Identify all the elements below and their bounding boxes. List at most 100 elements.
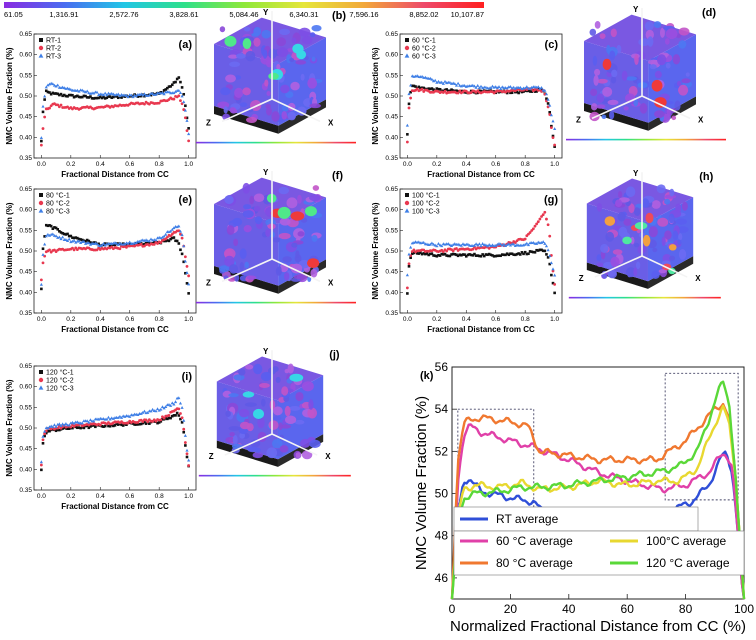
particle-highlight xyxy=(242,38,252,50)
data-point xyxy=(85,89,89,93)
data-point xyxy=(61,235,65,239)
x-tick-label: 0.2 xyxy=(432,316,441,323)
data-point xyxy=(436,242,441,245)
data-point xyxy=(514,253,517,257)
legend-label: 80 °C-1 xyxy=(46,192,70,200)
axis-label-z: Z xyxy=(206,119,211,128)
data-point xyxy=(87,241,91,245)
legend-box xyxy=(453,506,699,532)
legend-marker xyxy=(38,200,44,206)
data-point xyxy=(428,76,432,80)
data-point xyxy=(157,408,161,412)
particle xyxy=(285,91,294,98)
data-point xyxy=(484,253,488,256)
data-point xyxy=(48,106,51,110)
data-point xyxy=(64,233,68,236)
data-point xyxy=(440,80,444,84)
particle xyxy=(677,239,682,245)
particle xyxy=(246,275,257,280)
data-point xyxy=(51,227,55,231)
data-point xyxy=(178,229,183,233)
axis-label-x: X xyxy=(695,274,701,283)
data-point xyxy=(414,85,417,88)
particle xyxy=(284,368,290,374)
particle xyxy=(276,47,289,58)
data-point xyxy=(479,244,483,248)
data-point xyxy=(107,95,110,98)
data-point xyxy=(43,115,47,119)
particle xyxy=(272,237,281,243)
particle xyxy=(644,21,654,31)
particle xyxy=(281,386,289,396)
data-point xyxy=(65,239,70,242)
particle xyxy=(297,194,302,204)
data-point xyxy=(432,88,435,91)
y-tick-label: 56 xyxy=(435,360,449,374)
colorbar-tick: 61.05 xyxy=(4,10,23,19)
particle xyxy=(628,203,635,214)
particle xyxy=(621,70,628,81)
colorbar-tick: 10,107.87 xyxy=(451,10,484,19)
data-point xyxy=(125,423,128,427)
panel-letter: (a) xyxy=(179,39,193,51)
data-point xyxy=(137,239,142,243)
axis-line-z xyxy=(224,433,273,456)
data-point xyxy=(72,236,76,240)
data-point xyxy=(136,423,140,426)
data-point xyxy=(41,104,45,108)
data-point xyxy=(139,242,143,246)
data-point xyxy=(546,256,550,259)
data-point xyxy=(178,401,183,405)
particle xyxy=(671,115,677,121)
data-point xyxy=(183,255,187,259)
data-point xyxy=(180,416,184,420)
data-point xyxy=(180,421,184,424)
data-point xyxy=(139,92,143,96)
data-point xyxy=(47,82,52,86)
data-point xyxy=(183,434,187,437)
data-point xyxy=(551,281,555,285)
data-point xyxy=(533,251,537,254)
data-point xyxy=(446,89,450,93)
data-point xyxy=(448,243,452,247)
data-point xyxy=(69,93,73,97)
data-point xyxy=(476,254,480,257)
data-point xyxy=(136,420,140,424)
axis-line-x xyxy=(641,255,688,278)
data-point xyxy=(123,242,127,246)
legend-marker xyxy=(38,45,44,51)
x-tick-label: 0.2 xyxy=(66,316,75,323)
data-point xyxy=(121,424,125,427)
data-point xyxy=(105,96,109,100)
particle xyxy=(245,50,256,62)
particle-highlight xyxy=(296,50,307,60)
particle xyxy=(677,80,682,87)
data-point xyxy=(409,90,412,94)
data-point xyxy=(105,93,109,97)
particle xyxy=(307,276,312,282)
data-point xyxy=(84,94,87,98)
particle xyxy=(678,84,689,96)
data-point xyxy=(106,91,111,95)
data-point xyxy=(77,426,81,429)
particle xyxy=(227,275,237,282)
particle xyxy=(596,254,602,262)
data-point xyxy=(543,241,547,245)
data-point xyxy=(72,238,76,242)
data-point xyxy=(180,86,184,89)
data-point xyxy=(76,236,79,240)
data-point xyxy=(437,87,440,91)
data-point xyxy=(518,85,522,89)
x-axis-label: Fractional Distance from CC xyxy=(61,502,169,511)
volume-colorbar xyxy=(196,141,356,144)
particle xyxy=(678,40,687,49)
data-point xyxy=(494,85,498,88)
data-point xyxy=(61,94,64,98)
particle xyxy=(272,416,282,421)
data-point xyxy=(513,244,517,248)
data-point xyxy=(120,423,123,427)
data-point xyxy=(100,424,104,428)
data-point xyxy=(48,224,51,227)
data-point xyxy=(455,89,458,93)
particle xyxy=(289,406,301,411)
